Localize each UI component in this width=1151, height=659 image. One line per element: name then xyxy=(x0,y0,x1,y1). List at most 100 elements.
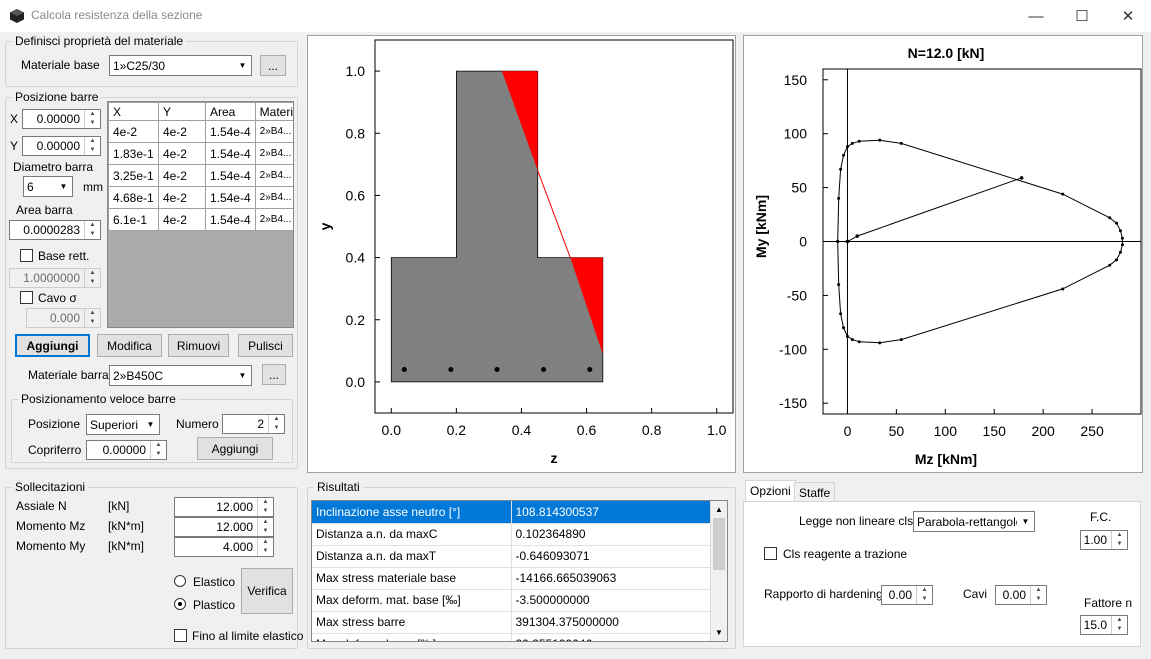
col-area[interactable]: Area xyxy=(204,102,256,121)
factor-n-spin-icon[interactable]: ▲ ▼ xyxy=(1111,616,1127,634)
axial-spin-icon[interactable]: ▲ ▼ xyxy=(257,498,273,516)
y-spin-icon[interactable]: ▲ ▼ xyxy=(84,137,100,155)
table-row[interactable]: 4.68e-1 4e-2 1.54e-4 2»B4... xyxy=(108,186,293,209)
table-row[interactable]: 3.25e-1 4e-2 1.54e-4 2»B4... xyxy=(108,164,293,187)
bars-table[interactable]: X Y Area Materi 4e-2 4e-2 1.54e-4 2»B4... 1… xyxy=(107,101,294,328)
elastic-limit-checkbox[interactable] xyxy=(174,629,187,642)
area-spin-icon[interactable]: ▲ ▼ xyxy=(84,221,100,239)
col-material[interactable]: Materi xyxy=(254,102,293,121)
table-row[interactable]: 4e-2 4e-2 1.54e-4 2»B4... xyxy=(108,120,293,143)
edit-bar-button[interactable]: Modifica xyxy=(97,334,162,357)
table-row[interactable]: Inclinazione asse neutro [°] 108.81430053… xyxy=(312,501,712,524)
table-row[interactable]: 1.83e-1 4e-2 1.54e-4 2»B4... xyxy=(108,142,293,165)
base-rett-spin-icon[interactable]: ▲ ▼ xyxy=(84,269,100,287)
my-input[interactable]: 4.000 ▲ ▼ xyxy=(174,537,274,557)
cell[interactable]: 1.83e-1 xyxy=(108,142,159,165)
col-y[interactable]: Y xyxy=(157,102,206,121)
table-row[interactable]: Max stress materiale base -14166.66503906… xyxy=(312,567,712,590)
cell[interactable]: 4e-2 xyxy=(108,120,159,143)
table-row[interactable]: 6.1e-1 4e-2 1.54e-4 2»B4... xyxy=(108,208,293,231)
base-rett-input[interactable]: 1.0000000 ▲ ▼ xyxy=(9,268,101,288)
clear-bars-button[interactable]: Pulisci xyxy=(238,334,293,357)
elastic-radio[interactable] xyxy=(174,575,186,587)
table-row[interactable]: Distanza a.n. da maxC 0.102364890 xyxy=(312,523,712,546)
material-base-select[interactable]: 1»C25/30 ▼ xyxy=(109,55,252,76)
cell[interactable]: 4e-2 xyxy=(157,142,206,165)
cell[interactable]: 6.1e-1 xyxy=(108,208,159,231)
position-select[interactable]: Superiori ▼ xyxy=(86,414,160,435)
domain-plot-panel[interactable]: N=12.0 [kN] 0 50 100 150 200 250 150 100 50 0 -50 -1… xyxy=(743,35,1143,473)
cell[interactable]: 2»B4... xyxy=(254,164,293,187)
table-row[interactable]: Distanza a.n. da maxT -0.646093071 xyxy=(312,545,712,568)
fc-spin-icon[interactable]: ▲ ▼ xyxy=(1111,531,1127,549)
cell[interactable]: 1.54e-4 xyxy=(204,164,256,187)
section-plot-panel[interactable]: 0.0 0.2 0.4 0.6 0.8 1.0 0.0 0.2 0.4 0.6 0.8 1.0 z y xyxy=(307,35,736,473)
results-table[interactable]: Inclinazione asse neutro [°] 108.81430053… xyxy=(311,500,728,642)
cell[interactable]: 2»B4... xyxy=(254,120,293,143)
base-rett-checkbox[interactable] xyxy=(20,249,33,262)
cell[interactable]: 2»B4... xyxy=(254,142,293,165)
fc-input[interactable]: 1.00 ▲ ▼ xyxy=(1080,530,1128,550)
hardening-spin-icon[interactable]: ▲ ▼ xyxy=(916,586,932,604)
quick-add-button[interactable]: Aggiungi xyxy=(197,437,273,460)
material-group-label: Definisci proprietà del materiale xyxy=(12,34,187,48)
table-row[interactable]: Max deform. barre [‰]20.255199046 xyxy=(312,633,712,641)
x-spin-icon[interactable]: ▲ ▼ xyxy=(84,110,100,128)
results-scrollbar[interactable]: ▲ ▼ xyxy=(710,501,727,641)
cavo-checkbox[interactable] xyxy=(20,291,33,304)
base-rett-label: Base rett. xyxy=(38,249,90,263)
scroll-down-icon[interactable]: ▼ xyxy=(715,628,723,637)
cavo-spin-icon[interactable]: ▲ ▼ xyxy=(84,309,100,327)
close-button[interactable]: ✕ xyxy=(1105,0,1151,32)
scroll-thumb[interactable] xyxy=(713,518,725,570)
cover-input[interactable]: 0.00000 ▲ ▼ xyxy=(86,440,167,460)
verify-button[interactable]: Verifica xyxy=(241,568,293,614)
cell[interactable]: 4e-2 xyxy=(157,164,206,187)
cell[interactable]: 1.54e-4 xyxy=(204,142,256,165)
domain-point xyxy=(878,138,882,142)
x-input[interactable]: 0.00000 ▲ ▼ xyxy=(22,109,101,129)
cavi-spin-icon[interactable]: ▲ ▼ xyxy=(1030,586,1046,604)
scroll-up-icon[interactable]: ▲ xyxy=(715,505,723,514)
cell[interactable]: 1.54e-4 xyxy=(204,120,256,143)
law-select[interactable]: Parabola-rettangolo ▼ xyxy=(913,511,1035,532)
mz-input[interactable]: 12.000 ▲ ▼ xyxy=(174,517,274,537)
bar-material-browse-button[interactable]: ... xyxy=(262,364,286,385)
my-spin-icon[interactable]: ▲ ▼ xyxy=(257,538,273,556)
cavi-input[interactable]: 0.00 ▲ ▼ xyxy=(995,585,1047,605)
number-input[interactable]: 2 ▲ ▼ xyxy=(222,414,285,434)
material-browse-button[interactable]: ... xyxy=(260,55,286,76)
cavo-input[interactable]: 0.000 ▲ ▼ xyxy=(26,308,101,328)
table-row[interactable]: Max deform. mat. base [‰] -3.500000000 xyxy=(312,589,712,612)
minimize-button[interactable]: — xyxy=(1013,0,1059,32)
tension-checkbox[interactable] xyxy=(764,547,777,560)
cell[interactable]: 4.68e-1 xyxy=(108,186,159,209)
chevron-down-icon: ▼ xyxy=(55,177,72,196)
remove-bar-button[interactable]: Rimuovi xyxy=(168,334,229,357)
plastic-radio[interactable] xyxy=(174,598,186,610)
diameter-select[interactable]: 6 ▼ xyxy=(23,176,73,197)
cell[interactable]: 4e-2 xyxy=(157,208,206,231)
y-input[interactable]: 0.00000 ▲ ▼ xyxy=(22,136,101,156)
cell[interactable]: 2»B4... xyxy=(254,208,293,231)
axial-input[interactable]: 12.000 ▲ ▼ xyxy=(174,497,274,517)
cell[interactable]: 1.54e-4 xyxy=(204,186,256,209)
col-x[interactable]: X xyxy=(108,102,159,121)
cell[interactable]: 2»B4... xyxy=(254,186,293,209)
cell[interactable]: 1.54e-4 xyxy=(204,208,256,231)
cell[interactable]: 4e-2 xyxy=(157,186,206,209)
hardening-input[interactable]: 0.00 ▲ ▼ xyxy=(881,585,933,605)
table-row[interactable]: Max stress barre 391304.375000000 xyxy=(312,611,712,634)
bar-material-select[interactable]: 2»B450C ▼ xyxy=(109,365,252,386)
cell[interactable]: 4e-2 xyxy=(157,120,206,143)
area-input[interactable]: 0.0000283 ▲ ▼ xyxy=(9,220,101,240)
cell[interactable]: 3.25e-1 xyxy=(108,164,159,187)
maximize-button[interactable]: ☐ xyxy=(1059,0,1105,32)
add-bar-button[interactable]: Aggiungi xyxy=(15,334,90,357)
mz-spin-icon[interactable]: ▲ ▼ xyxy=(257,518,273,536)
cover-spin-icon[interactable]: ▲ ▼ xyxy=(150,441,166,459)
factor-n-input[interactable]: 15.0 ▲ ▼ xyxy=(1080,615,1128,635)
tab-stirrups[interactable]: Staffe xyxy=(794,482,836,502)
tab-options[interactable]: Opzioni xyxy=(745,480,796,502)
number-spin-icon[interactable]: ▲ ▼ xyxy=(268,415,284,433)
